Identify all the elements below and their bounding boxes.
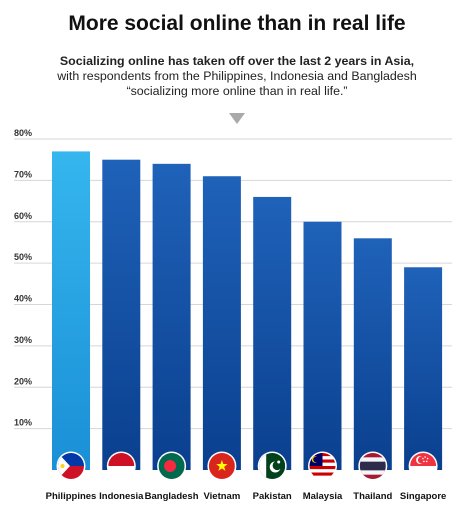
y-tick-label: 20% (14, 376, 32, 386)
x-tick-label: Bangladesh (145, 491, 199, 502)
chart-subtitle: Socializing online has taken off over th… (20, 54, 454, 99)
y-tick-label: 70% (14, 169, 32, 179)
chart-title: More social online than in real life (68, 12, 406, 35)
y-tick-label: 40% (14, 294, 32, 304)
bar-philippines (52, 151, 90, 470)
subtitle-line-1: Socializing online has taken off over th… (59, 54, 415, 68)
y-tick-label: 30% (14, 335, 32, 345)
y-tick-label: 10% (14, 418, 32, 428)
bar-vietnam (202, 176, 241, 471)
x-tick-label: Indonesia (99, 491, 144, 502)
x-tick-label: Philippines (46, 491, 97, 502)
singapore-flag-icon (408, 451, 438, 481)
y-tick-label: 80% (14, 128, 32, 138)
thailand-flag-icon (358, 451, 388, 481)
vietnam-flag-icon (207, 451, 237, 481)
bar-pakistan (253, 196, 292, 471)
bar-thailand (353, 238, 392, 470)
x-tick-label: Vietnam (204, 491, 241, 502)
indonesia-flag-icon (106, 451, 136, 481)
philippines-flag-icon (56, 451, 86, 481)
bangladesh-flag-icon (157, 451, 187, 481)
x-tick-label: Malaysia (303, 491, 343, 502)
subtitle-line-2: with respondents from the Philippines, I… (57, 69, 417, 83)
bar-indonesia (102, 159, 141, 470)
bar-malaysia (303, 221, 342, 470)
bar-bangladesh (152, 163, 191, 470)
bar-singapore (404, 267, 443, 470)
x-tick-label: Thailand (353, 491, 392, 502)
x-tick-label: Singapore (400, 491, 446, 502)
y-tick-label: 50% (14, 252, 32, 262)
subtitle-line-3: “socializing more online than in real li… (126, 84, 348, 98)
x-tick-label: Pakistan (253, 491, 292, 502)
down-arrow-icon (229, 113, 245, 124)
malaysia-flag-icon (308, 451, 337, 481)
pakistan-flag-icon (257, 451, 287, 481)
y-tick-label: 60% (14, 211, 32, 221)
